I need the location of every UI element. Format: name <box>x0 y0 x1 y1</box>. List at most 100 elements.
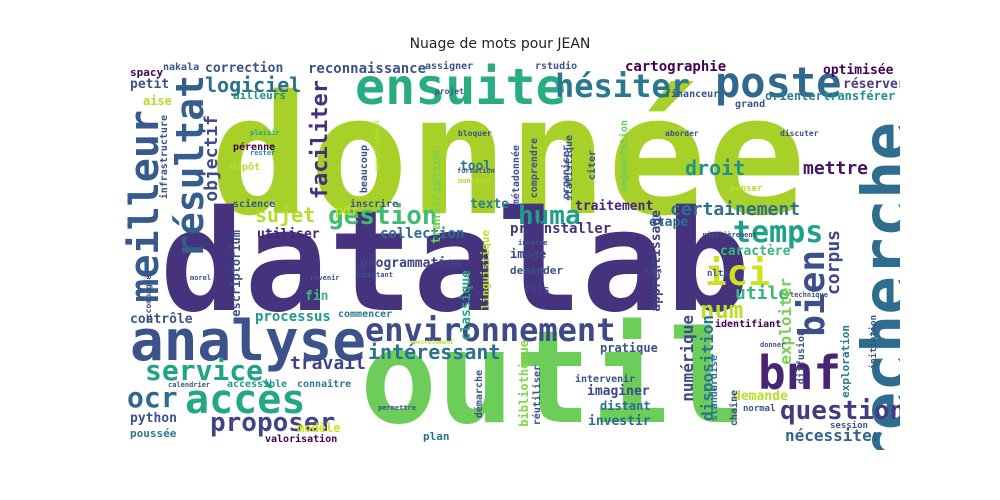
word-plaisir: plaisir <box>250 129 280 137</box>
word-comprendre: comprendre <box>529 138 540 199</box>
word-logiciel: logiciel <box>205 73 302 97</box>
word-citer: citer <box>587 150 598 181</box>
word-intervenir: intervenir <box>575 374 636 385</box>
word-beaucoup: beaucoup <box>359 145 370 194</box>
word-initiation: initiation <box>869 315 879 370</box>
word-droit: droit <box>685 156 746 180</box>
word-gestion: gestion <box>328 201 438 231</box>
word-temps: temps <box>733 215 824 250</box>
word-fois: fois <box>523 283 550 296</box>
word-cartographie: cartographie <box>625 60 727 75</box>
word-question: question <box>780 396 900 426</box>
word-rester: rester <box>250 149 276 157</box>
word-transcription: transcription <box>429 150 443 244</box>
word-preinstaller: préinstaller <box>510 221 612 237</box>
word-accompagner: accompagner <box>144 270 153 323</box>
word-pdf: pdf <box>335 204 359 219</box>
word-session: session <box>830 421 868 431</box>
word-inscrire: inscrire <box>350 199 399 210</box>
word-ailleurs: ailleurs <box>233 89 286 102</box>
word-acces: accès <box>185 377 306 423</box>
word-important: important <box>355 271 393 279</box>
word-mettre: mettre <box>803 158 869 179</box>
word-demander: demander <box>510 264 563 277</box>
word-poussee: poussée <box>130 427 177 440</box>
word-huma: huma <box>518 201 581 231</box>
word-pratique: pratique <box>600 341 658 355</box>
word-poste: poste <box>715 60 842 107</box>
word-bibliotheque: bibliothèque <box>517 340 531 427</box>
word-revenir: revenir <box>310 274 340 282</box>
word-orienter: orienter <box>765 89 823 103</box>
word-texte: texte <box>470 197 510 212</box>
word-python: python <box>130 411 177 426</box>
word-certainement: certainement <box>670 199 801 220</box>
word-optimisee: optimisée <box>823 63 894 78</box>
word-collection: collection <box>380 226 465 242</box>
word-plan: plan <box>423 430 450 443</box>
word-bloquer: bloquer <box>458 129 492 138</box>
word-science: science <box>233 199 276 210</box>
word-tool: tool <box>460 159 492 174</box>
word-segmentation: segmentation <box>619 120 630 193</box>
word-monsieur: monsieur <box>458 177 492 185</box>
word-lien: lien <box>645 267 662 275</box>
word-environnement: environnement <box>365 311 616 349</box>
word-donner: donner <box>760 341 786 349</box>
word-hesiter: hésiter <box>555 67 690 105</box>
word-donnee: donnée <box>210 60 807 252</box>
word-projet: projet <box>435 87 464 96</box>
word-penser: penser <box>730 184 763 194</box>
word-aborder: aborder <box>665 129 699 138</box>
word-numerique: numérique <box>678 315 697 402</box>
word-organiser: organiser <box>561 145 572 200</box>
word-investir: investir <box>588 414 651 429</box>
word-datalab: datalab <box>160 181 751 344</box>
word-metadonnee: métadonnée <box>511 145 522 206</box>
word-valorisation: valorisation <box>265 434 338 445</box>
word-traitement: traitement <box>575 199 654 214</box>
word-modele: modèle <box>297 421 341 435</box>
word-chaine: chaîne <box>729 390 740 427</box>
word-specifiquement: spécifiquement <box>374 120 381 171</box>
word-nakala: nakala <box>163 62 200 73</box>
word-service: service <box>145 354 264 387</box>
word-outil: outil <box>360 304 746 450</box>
word-faciliter: faciliter <box>308 80 333 200</box>
word-infrastructure: infrastructure <box>159 115 170 200</box>
word-aise: aise <box>143 94 172 108</box>
word-necessiter: nécessiter <box>785 426 882 445</box>
word-normal: normal <box>743 404 776 414</box>
word-inverse: inverse <box>518 239 548 247</box>
word-grand: grand <box>735 99 766 110</box>
word-reserver: réserver <box>843 77 900 92</box>
word-travail: travail <box>290 353 366 374</box>
word-reutiliser: réutiliser <box>532 365 543 426</box>
word-nltk: nltk <box>707 269 729 279</box>
word-connaitre: connaître <box>297 379 352 390</box>
word-morel: morel <box>190 274 212 282</box>
word-classique: classique <box>459 270 474 341</box>
word-interessant: intéressant <box>368 340 501 364</box>
word-caractere: caractère <box>720 244 791 259</box>
word-standardise: standardisé <box>709 355 720 422</box>
word-num: num <box>700 296 744 324</box>
word-analyse: analyse <box>130 309 367 374</box>
word-formation: formation <box>457 167 495 175</box>
word-cloud: donnée datalab outil recherche analyse ensuit… <box>125 60 900 450</box>
word-apprentissage: apprentissage <box>649 210 664 312</box>
word-escriptorium: escriptorium <box>229 230 243 317</box>
word-imaginer: imaginer <box>587 384 650 399</box>
word-distant: distant <box>600 399 651 413</box>
word-regulierement: régulièrement <box>702 231 757 239</box>
word-programmation: programmation <box>360 256 462 271</box>
word-proposer: proposer <box>210 408 336 438</box>
word-accessible: accessible <box>227 379 288 390</box>
word-demarche: démarche <box>474 370 485 419</box>
word-etape: étape <box>649 215 689 230</box>
word-reconnaissance: reconnaissance <box>308 61 427 77</box>
word-technique: technique <box>790 291 828 299</box>
word-ici: ici <box>705 253 771 294</box>
word-bnf: bnf <box>758 346 842 400</box>
word-corpus: corpus <box>823 230 844 296</box>
